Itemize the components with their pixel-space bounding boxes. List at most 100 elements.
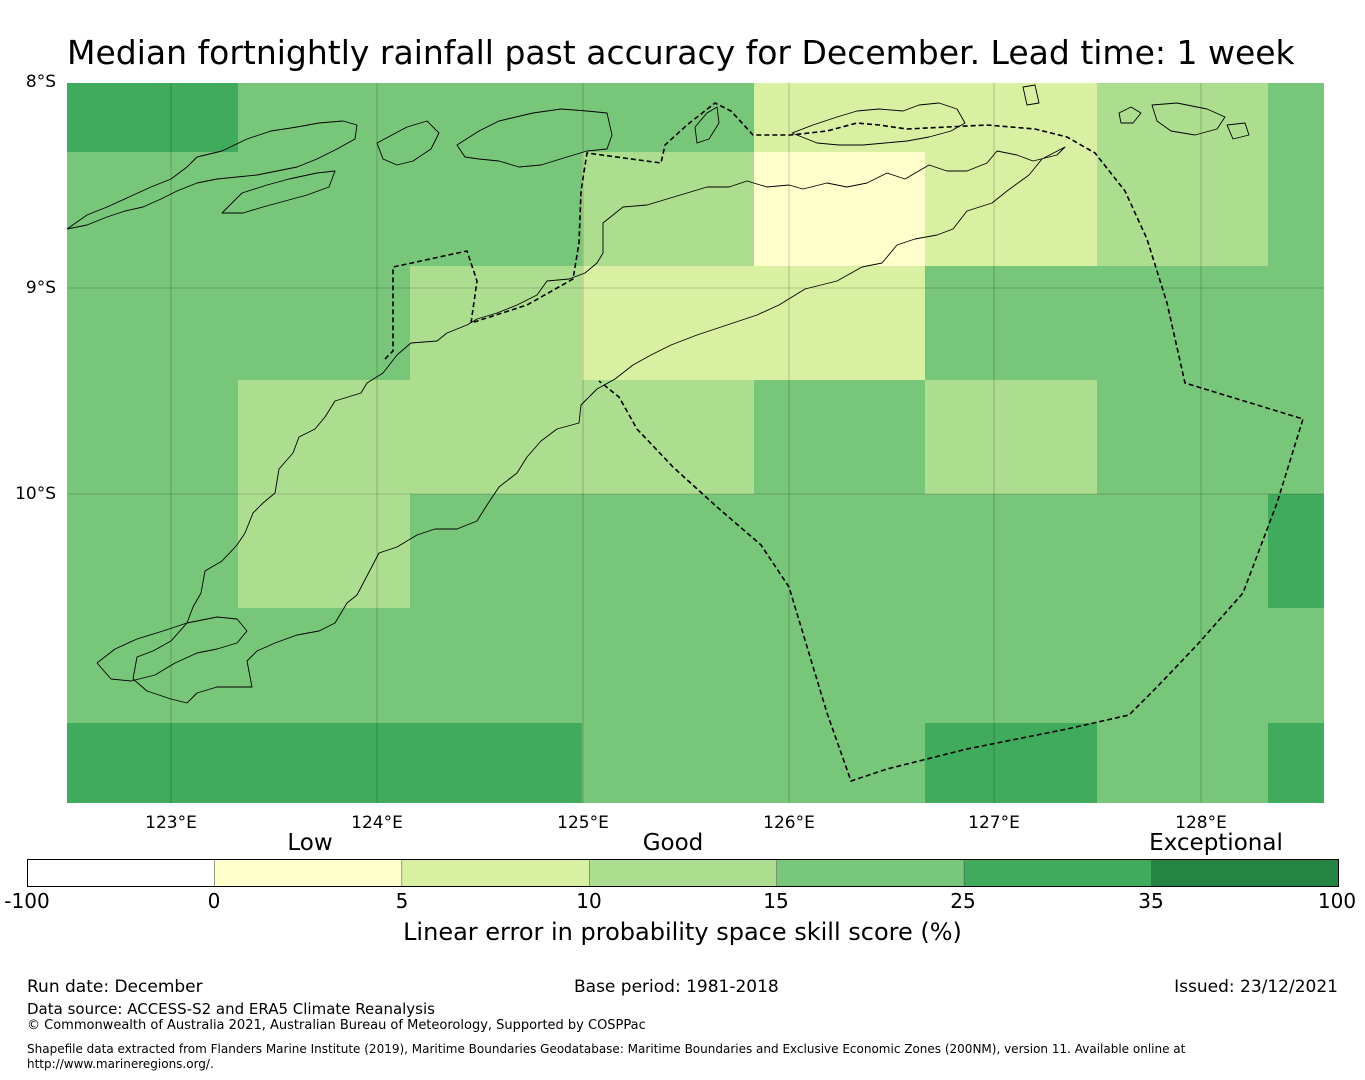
grid-cell [925, 494, 1098, 609]
grid-cell [925, 152, 1098, 267]
legend-tick: -100 [4, 889, 50, 913]
lembata-island-outline [221, 170, 336, 214]
grid-cell [1097, 380, 1269, 495]
grid-cell [410, 266, 583, 381]
grid-cell [410, 723, 583, 803]
legend-category-good: Good [642, 830, 704, 856]
pantar-island-outline [376, 120, 440, 166]
legend-category-low: Low [287, 830, 333, 856]
grid-cell [67, 608, 239, 724]
grid-cell [582, 83, 755, 153]
grid-cell [1268, 723, 1324, 803]
colorbar-label: Linear error in probability space skill … [403, 918, 962, 946]
colorbar-segment [963, 859, 1152, 887]
grid-cell [1268, 83, 1324, 153]
colorbar-segment [589, 859, 777, 887]
grid-cell [238, 152, 411, 267]
grid-cell [754, 266, 926, 381]
grid-cell [1268, 266, 1324, 381]
colorbar-segment [401, 859, 590, 887]
grid-cell [1268, 152, 1324, 267]
legend-tick: 0 [207, 889, 221, 913]
grid-cell [238, 380, 411, 495]
colorbar-segment [1151, 859, 1339, 887]
grid-cell [1097, 608, 1269, 724]
grid-cell [238, 266, 411, 381]
lon-label-125e: 125°E [557, 813, 609, 833]
lon-label-123e: 123°E [145, 813, 197, 833]
map-title: Median fortnightly rainfall past accurac… [67, 33, 1295, 72]
grid-cell [582, 494, 755, 609]
grid-cell [925, 380, 1098, 495]
grid-cell [67, 723, 239, 803]
lat-label-9s: 9°S [25, 278, 56, 298]
grid-cell [67, 152, 239, 267]
copyright: © Commonwealth of Australia 2021, Austra… [27, 1018, 646, 1033]
legend-category-exceptional: Exceptional [1149, 830, 1283, 856]
grid-cell [754, 380, 926, 495]
grid-cell [67, 380, 239, 495]
map-canvas [67, 83, 1324, 803]
eez-boundary [384, 102, 1305, 783]
small-island-3 [1022, 84, 1040, 106]
grid-cell [1268, 494, 1324, 609]
lat-label-10s: 10°S [15, 484, 56, 504]
grid-cell [410, 152, 583, 267]
alor-island-outline [456, 108, 613, 168]
legend-tick: 5 [395, 889, 409, 913]
grid-cell [925, 266, 1098, 381]
rote-island-outline [96, 616, 248, 682]
legend-tick: 15 [763, 889, 789, 913]
grid-cell [1097, 723, 1269, 803]
grid-cell [67, 494, 239, 609]
data-source: Data source: ACCESS-S2 and ERA5 Climate … [27, 1000, 435, 1018]
graticule [67, 83, 1324, 803]
grid-cell [925, 723, 1098, 803]
wetar-island-outline [791, 102, 966, 146]
grid-cell [754, 608, 926, 724]
legend-tick: 35 [1138, 889, 1164, 913]
grid-cell [238, 494, 411, 609]
grid-cell [67, 266, 239, 381]
grid-cell [754, 83, 926, 153]
coastline [67, 84, 1250, 704]
grid-cell [1097, 494, 1269, 609]
small-island-1 [1118, 106, 1142, 124]
small-island-2 [1226, 122, 1250, 140]
grid-cell [67, 83, 239, 153]
grid-cell [754, 494, 926, 609]
east-islands-outline [1151, 102, 1226, 136]
grid-cell [582, 723, 755, 803]
grid-cell [582, 380, 755, 495]
legend-tick: 25 [950, 889, 976, 913]
grid-cell [582, 266, 755, 381]
grid-cell [582, 152, 755, 267]
lon-label-124e: 124°E [351, 813, 403, 833]
colorbar-segment [776, 859, 965, 887]
colorbar-segment [27, 859, 215, 887]
grid-cell [238, 608, 411, 724]
grid-cell [1268, 380, 1324, 495]
lon-label-127e: 127°E [968, 813, 1020, 833]
lon-label-126e: 126°E [763, 813, 815, 833]
grid-cell [1268, 608, 1324, 724]
flores-island-outline [67, 120, 358, 230]
grid-cell [754, 152, 926, 267]
grid-cell [1097, 152, 1269, 267]
grid-cell [925, 83, 1098, 153]
run-date: Run date: December [27, 977, 203, 997]
grid-cell [925, 608, 1098, 724]
grid-cell [1097, 83, 1269, 153]
legend-tick: 10 [576, 889, 602, 913]
grid-cell [1097, 266, 1269, 381]
colorbar-segment [214, 859, 403, 887]
shapefile-url: http://www.marineregions.org/. [27, 1057, 214, 1071]
grid-cell [410, 83, 583, 153]
grid-cell [238, 723, 411, 803]
grid-cell [754, 723, 926, 803]
shapefile-credit: Shapefile data extracted from Flanders M… [27, 1042, 1186, 1056]
issued-date: Issued: 23/12/2021 [1174, 977, 1338, 997]
timor-island-outline [132, 146, 1066, 704]
grid-cell [410, 608, 583, 724]
legend-tick: 100 [1317, 889, 1357, 913]
